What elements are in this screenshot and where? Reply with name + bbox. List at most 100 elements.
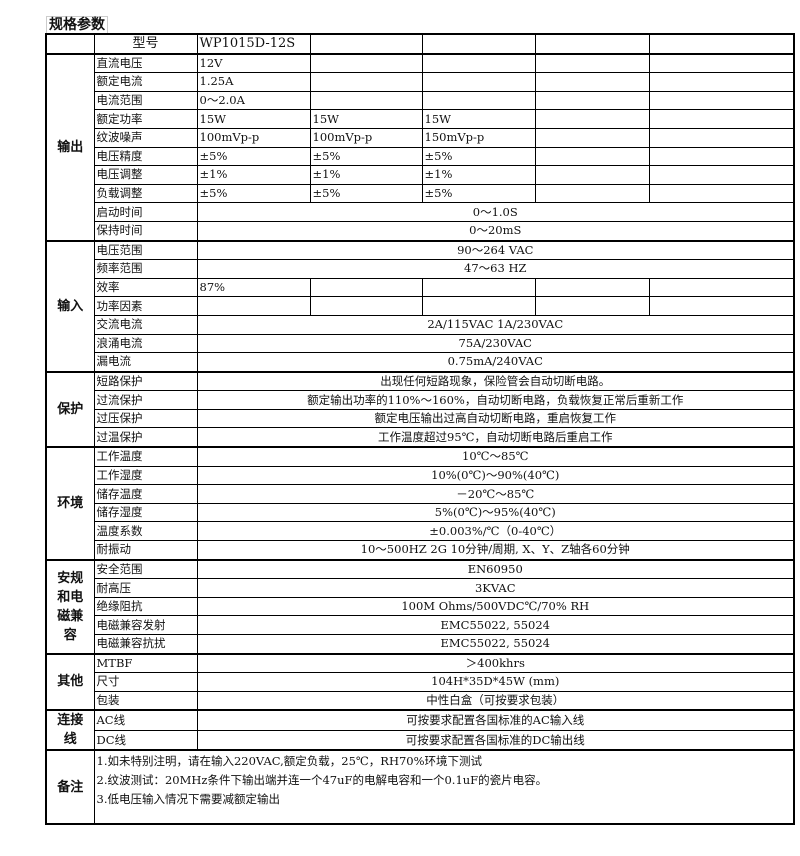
row-value: ±5% <box>196 146 311 167</box>
row-value: 10%(0℃)～90%(40℃) <box>196 465 795 486</box>
row-label: 直流电压 <box>93 52 198 74</box>
table-row: 输入 电压范围 90～264 VAC <box>45 239 795 373</box>
note-line: 3.低电压输入情况下需要减额定输出 <box>96 792 280 807</box>
row-value: ±1% <box>196 165 311 185</box>
row-value: ±5% <box>421 183 536 204</box>
row-label: 启动时间 <box>93 202 198 222</box>
table-row: 电磁兼容发射 EMC55022, 55024 <box>46 615 795 635</box>
row-value: 100mVp-p <box>196 127 311 148</box>
row-value: 0～20mS <box>196 220 795 242</box>
row-label: 纹波噪声 <box>93 127 198 148</box>
row-label: MTBF <box>93 652 198 674</box>
row-value <box>648 296 795 316</box>
row-value <box>648 72 795 92</box>
row-value: 0～1.0S <box>196 202 795 222</box>
table-row: 绝缘阻抗 100M Ohms/500VDC℃/70% RH <box>46 596 795 617</box>
row-value: EMC55022, 55024 <box>196 633 795 655</box>
row-label: 工作温度 <box>93 446 198 467</box>
row-value: 工作温度超过95℃，自动切断电路后重启工作 <box>196 427 795 448</box>
row-label: AC线 <box>93 709 198 731</box>
row-value: EMC55022, 55024 <box>196 615 795 635</box>
row-value: ±5% <box>309 183 423 204</box>
table-row: 尺寸 104H*35D*45W (mm) <box>46 672 795 692</box>
row-label: 电压精度 <box>93 146 198 167</box>
row-value <box>534 165 650 185</box>
table-row: 储存温度 －20℃～85℃ <box>46 484 795 504</box>
row-value <box>534 127 650 148</box>
row-value: 100M Ohms/500VDC℃/70% RH <box>196 596 795 617</box>
row-label: 工作湿度 <box>93 465 198 486</box>
table-row: 过压保护 额定电压输出过高自动切断电路，重启恢复工作 <box>46 408 795 429</box>
row-value <box>648 127 795 148</box>
row-value: 中性白盒（可按要求包装） <box>196 690 795 711</box>
row-value: 出现任何短路现象，保险管会自动切断电路。 <box>196 370 795 392</box>
row-label: 交流电流 <box>93 314 198 335</box>
notes-row: 备注 1.如未特别注明，请在输入220VAC,额定负载，25℃，RH70%环境下测… <box>45 749 795 825</box>
table-row: 电流范围 0～2.0A <box>46 90 795 111</box>
row-value: ±5% <box>309 146 423 167</box>
note-line: 2.纹波测试：20MHz条件下输出端并连一个47uF的电解电容和一个0.1uF的… <box>96 773 548 788</box>
header-row: 型号 WP1015D-12S <box>45 33 795 55</box>
group-label: 输出 <box>45 52 95 242</box>
row-label: 额定功率 <box>93 109 198 129</box>
table-row: 负载调整 ±5% ±5% ±5% <box>46 183 795 204</box>
row-value: 2A/115VAC 1A/230VAC <box>196 314 795 335</box>
row-value <box>534 277 650 298</box>
row-value: 3KVAC <box>196 578 795 598</box>
row-label: 漏电流 <box>93 352 198 373</box>
row-label: 过流保护 <box>93 390 198 410</box>
row-label: 浪涌电流 <box>93 333 198 354</box>
row-label: 保持时间 <box>93 220 198 242</box>
table-row: 保护 短路保护 出现任何短路现象，保险管会自动切断电路。 <box>45 370 795 448</box>
table-row: 交流电流 2A/115VAC 1A/230VAC <box>46 314 795 335</box>
row-value: 1.25A <box>196 72 311 92</box>
group-label: 环境 <box>45 446 95 561</box>
table-row: 环境 工作温度 10℃～85℃ <box>45 446 795 561</box>
row-value: 0～2.0A <box>196 90 311 111</box>
row-value: ±1% <box>421 165 536 185</box>
row-label: 尺寸 <box>93 672 198 692</box>
row-label: 频率范围 <box>93 259 198 279</box>
row-value <box>534 146 650 167</box>
row-value <box>309 90 423 111</box>
row-value <box>648 165 795 185</box>
row-label: 电压范围 <box>93 239 198 261</box>
table-row: 额定电流 1.25A <box>46 72 795 92</box>
section-title: 规格参数 <box>46 16 108 34</box>
table-row: 漏电流 0.75mA/240VAC <box>46 352 795 373</box>
row-label: 安全范围 <box>93 558 198 580</box>
row-value: 5%(0℃)～95%(40℃) <box>196 502 795 523</box>
row-value: 15W <box>196 109 311 129</box>
row-value: 10℃～85℃ <box>196 446 795 467</box>
row-value <box>534 72 650 92</box>
row-label: 电压调整 <box>93 165 198 185</box>
notes-content: 1.如未特别注明，请在输入220VAC,额定负载，25℃，RH70%环境下测试 2… <box>93 749 795 825</box>
row-value <box>648 90 795 111</box>
group-label: 输入 <box>45 239 95 373</box>
row-label: 电磁兼容抗扰 <box>93 633 198 655</box>
row-value <box>421 296 536 316</box>
row-value <box>534 52 650 74</box>
row-label: 负载调整 <box>93 183 198 204</box>
row-label: 效率 <box>93 277 198 298</box>
table-row: 额定功率 15W 15W 15W <box>46 109 795 129</box>
row-value: 可按要求配置各国标准的DC输出线 <box>196 729 795 751</box>
row-value: 额定电压输出过高自动切断电路，重启恢复工作 <box>196 408 795 429</box>
row-value: 100mVp-p <box>309 127 423 148</box>
row-value: ±1% <box>309 165 423 185</box>
row-label: 耐高压 <box>93 578 198 598</box>
table-row: 工作湿度 10%(0℃)～90%(40℃) <box>46 465 795 486</box>
row-value: －20℃～85℃ <box>196 484 795 504</box>
group-label: 安规和电磁兼容 <box>45 558 95 655</box>
row-value: 15W <box>421 109 536 129</box>
table-row: 电压调整 ±1% ±1% ±1% <box>46 165 795 185</box>
row-value: ±0.003%/℃（0-40℃） <box>196 521 795 542</box>
row-value <box>421 90 536 111</box>
spec-table: 型号 WP1015D-12S 输出 直流电压 12V 额定电流 1.25A 电流范围 0～2… <box>45 33 795 826</box>
table-row: 耐高压 3KVAC <box>46 578 795 598</box>
table-row: 过流保护 额定输出功率的110%～160%，自动切断电路，负载恢复正常后重新工作 <box>46 390 795 410</box>
row-value: 可按要求配置各国标准的AC输入线 <box>196 709 795 731</box>
row-label: 储存温度 <box>93 484 198 504</box>
row-value <box>534 296 650 316</box>
row-value <box>648 52 795 74</box>
